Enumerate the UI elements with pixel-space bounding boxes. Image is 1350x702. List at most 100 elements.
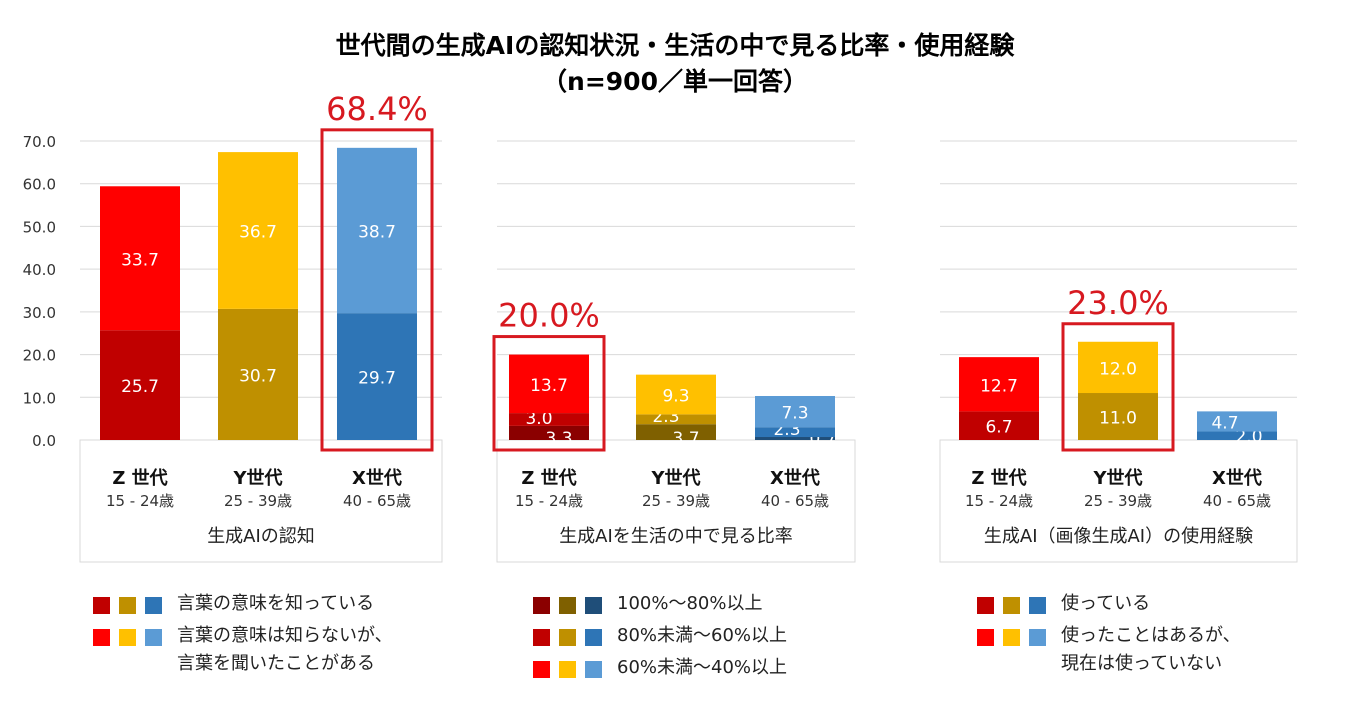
chart-subtitle: （n=900／単一回答）	[542, 67, 808, 96]
legend-swatch	[1029, 597, 1046, 614]
legend-swatch	[1003, 629, 1020, 646]
legend-label: 言葉の意味を知っている	[177, 593, 375, 614]
bar-segment	[100, 186, 180, 331]
y-tick-label: 30.0	[23, 304, 56, 322]
legend-swatch	[585, 597, 602, 614]
legend-item: 使ったことはあるが、 現在は使っていない	[977, 625, 1241, 678]
bar-segment	[755, 437, 835, 440]
category-label: Y世代	[1092, 468, 1142, 489]
bar-segment	[636, 414, 716, 425]
category-age-label: 25 - 39歳	[224, 492, 292, 510]
bar-segment	[636, 374, 716, 415]
legend-swatch	[93, 629, 110, 646]
y-tick-label: 50.0	[23, 218, 56, 236]
category-age-label: 40 - 65歳	[343, 492, 411, 510]
legend-item: 言葉の意味を知っている	[93, 593, 393, 618]
data-label: 7.3	[781, 404, 808, 424]
bar-segment	[509, 413, 589, 426]
x-axis-label: 生成AI（画像生成AI）の使用経験	[984, 526, 1253, 547]
legend-awareness: 言葉の意味を知っている言葉の意味は知らないが、 言葉を聞いたことがある	[93, 593, 393, 686]
y-tick-label: 10.0	[23, 389, 56, 407]
data-label: 25.7	[121, 377, 159, 397]
category-label: X世代	[352, 468, 402, 489]
category-label: X世代	[1212, 468, 1262, 489]
data-label: 11.0	[1099, 409, 1137, 429]
bar-segment	[218, 308, 298, 440]
highlight-total-label: 23.0%	[1067, 284, 1169, 322]
data-label: 3.3	[545, 429, 572, 449]
legend-label: 100%〜80%以上	[617, 593, 763, 614]
data-label: 12.0	[1099, 359, 1137, 379]
legend-swatch	[145, 629, 162, 646]
x-axis-label: 生成AIを生活の中で見る比率	[559, 526, 793, 547]
legend-swatch	[559, 629, 576, 646]
legend-label: 言葉の意味は知らないが、 言葉を聞いたことがある	[177, 625, 393, 674]
bar-segment	[1197, 411, 1277, 432]
legend-item: 使っている	[977, 593, 1241, 618]
legend-frequency: 100%〜80%以上 80%未満〜60%以上 60%未満〜40%以上	[533, 593, 787, 690]
legend-label: 使っている	[1061, 593, 1151, 614]
data-label: 30.7	[239, 366, 277, 386]
data-label: 4.7	[1211, 413, 1238, 433]
bar-segment	[1078, 393, 1158, 440]
bar-segment	[509, 354, 589, 414]
legend-swatch	[533, 597, 550, 614]
x-axis-label: 生成AIの認知	[207, 526, 315, 547]
y-tick-label: 0.0	[32, 432, 56, 450]
legend-swatch	[977, 597, 994, 614]
y-tick-label: 40.0	[23, 261, 56, 279]
category-label: X世代	[770, 468, 820, 489]
bar-segment	[1078, 341, 1158, 394]
bar-segment	[100, 330, 180, 440]
category-age-label: 25 - 39歳	[1084, 492, 1152, 510]
category-label: Y世代	[650, 468, 700, 489]
legend-swatch	[559, 597, 576, 614]
data-label: 9.3	[662, 387, 689, 407]
bar-segment	[509, 425, 589, 440]
y-tick-label: 60.0	[23, 176, 56, 194]
legend-swatch	[119, 597, 136, 614]
bar-segment	[636, 424, 716, 440]
legend-item: 60%未満〜40%以上	[533, 657, 787, 682]
bar-segment	[337, 147, 417, 314]
data-label: 2.0	[1235, 427, 1262, 447]
bar-segment	[755, 427, 835, 438]
legend-swatch	[93, 597, 110, 614]
legend-item: 80%未満〜60%以上	[533, 625, 787, 650]
bar-segment	[959, 411, 1039, 440]
legend-swatch	[533, 629, 550, 646]
data-label: 38.7	[358, 222, 396, 242]
legend-swatch	[533, 661, 550, 678]
legend-label: 60%未満〜40%以上	[617, 657, 788, 678]
legend-item: 言葉の意味は知らないが、 言葉を聞いたことがある	[93, 625, 393, 678]
highlight-box	[492, 335, 606, 452]
data-label: 12.7	[980, 376, 1018, 396]
highlight-total-label: 20.0%	[498, 297, 600, 335]
legend-item: 100%〜80%以上	[533, 593, 787, 618]
legend-swatch	[1029, 629, 1046, 646]
category-label: Y世代	[232, 468, 282, 489]
legend-swatch	[585, 661, 602, 678]
category-age-label: 40 - 65歳	[761, 492, 829, 510]
legend-swatch	[559, 661, 576, 678]
legend-swatch	[585, 629, 602, 646]
bar-segment	[1197, 431, 1277, 440]
data-label: 36.7	[239, 222, 277, 242]
category-age-label: 25 - 39歳	[642, 492, 710, 510]
category-age-label: 15 - 24歳	[965, 492, 1033, 510]
highlight-total-label: 68.4%	[326, 90, 428, 128]
category-age-label: 15 - 24歳	[106, 492, 174, 510]
data-label: 3.7	[672, 429, 699, 449]
highlight-box	[1061, 322, 1175, 452]
y-tick-label: 70.0	[23, 133, 56, 151]
data-label: 6.7	[985, 418, 1012, 438]
legend-label: 使ったことはあるが、 現在は使っていない	[1061, 625, 1241, 674]
chart-title: 世代間の生成AIの認知状況・生活の中で見る比率・使用経験	[335, 31, 1015, 60]
category-label: Z 世代	[971, 468, 1026, 489]
legend-swatch	[145, 597, 162, 614]
highlight-box	[320, 128, 434, 452]
data-label: 3.0	[525, 409, 552, 429]
category-age-label: 40 - 65歳	[1203, 492, 1271, 510]
